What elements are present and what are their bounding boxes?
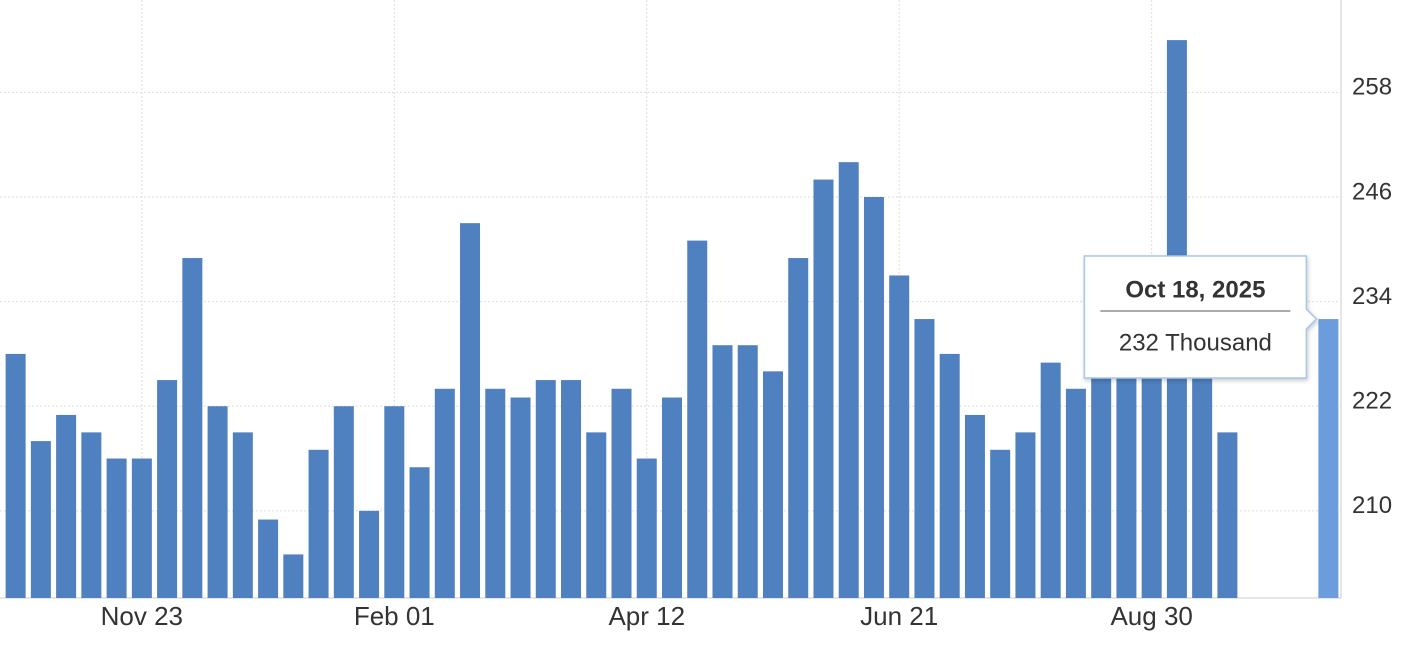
bar bbox=[1318, 319, 1339, 598]
y-tick-label: 210 bbox=[1352, 492, 1392, 519]
bar bbox=[914, 319, 935, 598]
bar bbox=[333, 406, 354, 598]
bar bbox=[258, 519, 279, 598]
bar bbox=[30, 441, 51, 598]
bar bbox=[510, 397, 531, 598]
bar bbox=[762, 371, 783, 598]
bar bbox=[712, 345, 733, 598]
bar bbox=[1065, 388, 1086, 598]
y-tick-label: 246 bbox=[1352, 178, 1392, 205]
bar bbox=[157, 380, 178, 598]
bar bbox=[535, 380, 556, 598]
tooltip: Oct 18, 2025 232 Thousand bbox=[1083, 255, 1318, 379]
bar bbox=[434, 388, 455, 598]
bar bbox=[737, 345, 758, 598]
bar bbox=[586, 432, 607, 598]
tooltip-text: 232 Thousand bbox=[1119, 329, 1272, 356]
bar bbox=[131, 458, 152, 598]
bar bbox=[485, 388, 506, 598]
bar bbox=[863, 197, 884, 599]
y-tick-label: 222 bbox=[1352, 388, 1392, 415]
bar bbox=[636, 458, 657, 598]
bar bbox=[106, 458, 127, 598]
bar bbox=[182, 258, 203, 598]
bar bbox=[889, 275, 910, 598]
bar bbox=[990, 449, 1011, 598]
bar bbox=[1091, 310, 1112, 598]
bar bbox=[1040, 362, 1061, 598]
bar bbox=[232, 432, 253, 598]
bar bbox=[561, 380, 582, 598]
tooltip-box bbox=[1083, 255, 1318, 379]
bar bbox=[838, 162, 859, 598]
bar bbox=[384, 406, 405, 598]
bar bbox=[964, 414, 985, 598]
bar bbox=[308, 449, 329, 598]
bar bbox=[939, 353, 960, 598]
bar bbox=[1192, 371, 1213, 598]
bar bbox=[611, 388, 632, 598]
x-tick-label: Feb 01 bbox=[354, 601, 435, 631]
bar bbox=[5, 353, 26, 598]
y-tick-label: 234 bbox=[1352, 283, 1392, 310]
y-tick-label: 258 bbox=[1352, 74, 1392, 101]
bar bbox=[1217, 432, 1238, 598]
bar bbox=[460, 223, 481, 599]
bar bbox=[283, 554, 304, 598]
x-tick-label: Jun 21 bbox=[860, 601, 938, 631]
x-tick-label: Nov 23 bbox=[101, 601, 183, 631]
x-tick-label: Apr 12 bbox=[608, 601, 685, 631]
bar bbox=[788, 258, 809, 598]
bar bbox=[1141, 371, 1162, 598]
bar bbox=[56, 414, 77, 598]
bar bbox=[81, 432, 102, 598]
x-tick-label: Aug 30 bbox=[1110, 601, 1192, 631]
bar bbox=[359, 510, 380, 598]
bar bbox=[1015, 432, 1036, 598]
bar bbox=[813, 179, 834, 598]
bar bbox=[1116, 371, 1137, 598]
bar bbox=[662, 397, 682, 598]
bar bbox=[409, 467, 430, 598]
tooltip-title: Oct 18, 2025 bbox=[1125, 276, 1265, 303]
bar bbox=[207, 406, 228, 598]
bar bbox=[687, 240, 708, 598]
